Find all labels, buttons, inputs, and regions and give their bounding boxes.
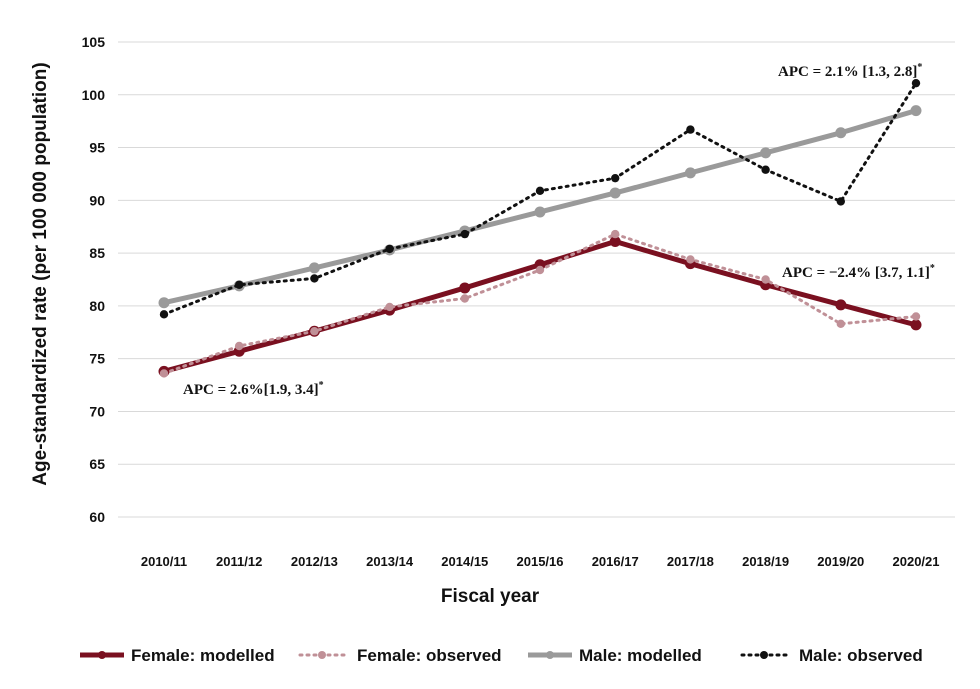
- y-axis-ticks: 60 65 70 75 80 85 90 95 100 105: [82, 34, 106, 525]
- y-tick-label: 90: [89, 192, 105, 208]
- data-point: [686, 125, 695, 134]
- data-point: [385, 244, 394, 254]
- y-tick-label: 80: [89, 298, 105, 314]
- y-tick-label: 70: [89, 403, 105, 419]
- legend-item-male-modelled: Male: modelled: [528, 646, 702, 665]
- y-tick-label: 60: [89, 509, 105, 525]
- data-point: [235, 280, 244, 289]
- gridlines: [118, 41, 955, 518]
- data-point: [609, 236, 621, 247]
- data-point: [310, 327, 319, 336]
- data-point: [911, 312, 921, 321]
- data-point: [911, 78, 921, 88]
- y-tick-label: 100: [82, 87, 106, 103]
- x-axis-title: Fiscal year: [441, 586, 540, 607]
- x-tick-label: 2012/13: [291, 554, 338, 569]
- data-point: [611, 229, 620, 239]
- legend-label: Male: modelled: [579, 646, 702, 665]
- annotation-male-apc: APC = 2.1% [1.3, 2.8]*: [778, 62, 922, 80]
- legend-item-female-observed: Female: observed: [298, 646, 502, 665]
- y-tick-label: 95: [89, 140, 105, 156]
- data-point: [684, 167, 696, 179]
- data-point: [159, 369, 169, 378]
- x-tick-label: 2015/16: [517, 554, 564, 569]
- data-point: [310, 274, 319, 283]
- x-tick-label: 2019/20: [817, 554, 864, 569]
- data-point: [534, 206, 546, 218]
- data-point: [535, 186, 545, 196]
- data-point: [460, 229, 469, 239]
- series-layer: [158, 78, 922, 378]
- legend-label: Female: observed: [357, 646, 502, 665]
- x-tick-label: 2010/11: [141, 554, 187, 569]
- data-point: [835, 127, 847, 139]
- data-point: [836, 319, 845, 329]
- series-female-modelled: [158, 236, 922, 377]
- data-point: [686, 255, 695, 264]
- data-point: [535, 265, 545, 275]
- y-axis-title: Age-standardized rate (per 100 000 popul…: [30, 62, 51, 485]
- legend-label: Male: observed: [799, 646, 923, 665]
- data-point: [159, 310, 169, 319]
- data-point: [910, 105, 922, 117]
- x-tick-label: 2014/15: [441, 554, 488, 569]
- series-female-observed: [159, 229, 921, 378]
- data-point: [835, 299, 847, 311]
- legend-item-female-modelled: Female: modelled: [80, 646, 275, 665]
- x-tick-label: 2016/17: [592, 554, 639, 569]
- data-point: [308, 262, 320, 274]
- x-tick-label: 2020/21: [893, 554, 940, 569]
- data-point: [611, 173, 620, 183]
- annotation-female-apc-late: APC = −2.4% [3.7, 1.1]*: [782, 263, 935, 281]
- data-point: [836, 197, 845, 206]
- y-tick-label: 65: [89, 456, 105, 472]
- data-point: [761, 165, 770, 174]
- data-point: [460, 294, 469, 303]
- legend-item-male-observed: Male: observed: [740, 646, 923, 665]
- x-axis-ticks: 2010/11 2011/12 2012/13 2013/14 2014/15 2015/…: [141, 554, 940, 569]
- y-tick-label: 85: [89, 245, 105, 261]
- series-male-observed: [159, 78, 921, 319]
- x-tick-label: 2013/14: [366, 554, 414, 569]
- legend-label: Female: modelled: [131, 646, 275, 665]
- data-point: [235, 341, 244, 351]
- y-tick-label: 105: [82, 34, 106, 50]
- x-tick-label: 2018/19: [742, 554, 789, 569]
- series-line: [162, 232, 918, 375]
- data-point: [761, 275, 770, 284]
- data-point: [158, 297, 170, 309]
- data-point: [760, 147, 772, 159]
- data-point: [910, 319, 922, 331]
- x-tick-label: 2011/12: [216, 554, 262, 569]
- legend: Female: modelled Female: observed Male: …: [80, 646, 923, 665]
- x-tick-label: 2017/18: [667, 554, 714, 569]
- y-tick-label: 75: [89, 351, 105, 367]
- annotation-female-apc-early: APC = 2.6%[1.9, 3.4]*: [183, 380, 324, 398]
- data-point: [459, 282, 471, 294]
- data-point: [385, 302, 394, 312]
- data-point: [609, 187, 621, 199]
